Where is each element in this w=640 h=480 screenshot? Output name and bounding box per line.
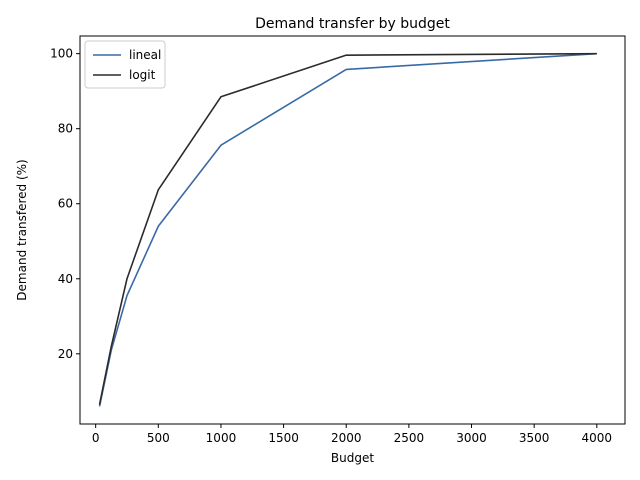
chart-title: Demand transfer by budget: [255, 16, 450, 32]
x-tick-label: 3000: [456, 431, 487, 445]
series-layer: [98, 52, 597, 407]
legend-label-lineal: lineal: [129, 48, 161, 62]
y-axis-label: Demand transfered (%): [15, 159, 29, 300]
x-tick-label: 4000: [582, 431, 613, 445]
y-tick-label: 80: [58, 122, 73, 136]
x-tick-label: 2500: [394, 431, 425, 445]
y-axis-ticks: 20 40 60 80 100: [50, 47, 80, 361]
x-tick-label: 2000: [331, 431, 362, 445]
x-tick-label: 500: [147, 431, 170, 445]
legend-box: [84, 40, 166, 89]
x-tick-label: 1000: [206, 431, 237, 445]
y-tick-label: 100: [50, 47, 73, 61]
x-axis-ticks: 0 500 1000 1500 2000 2500 3000 3500 4000: [92, 424, 612, 445]
legend-label-logit: logit: [129, 68, 156, 82]
x-tick-label: 0: [92, 431, 100, 445]
y-tick-label: 60: [58, 197, 73, 211]
x-tick-label: 1500: [268, 431, 299, 445]
series-line-logit: [98, 52, 597, 405]
y-tick-label: 40: [58, 272, 73, 286]
plot-frame: [79, 35, 626, 425]
y-tick-label: 20: [58, 347, 73, 361]
legend: lineal logit: [84, 40, 166, 89]
x-tick-label: 3500: [519, 431, 550, 445]
x-axis-label: Budget: [331, 451, 374, 465]
